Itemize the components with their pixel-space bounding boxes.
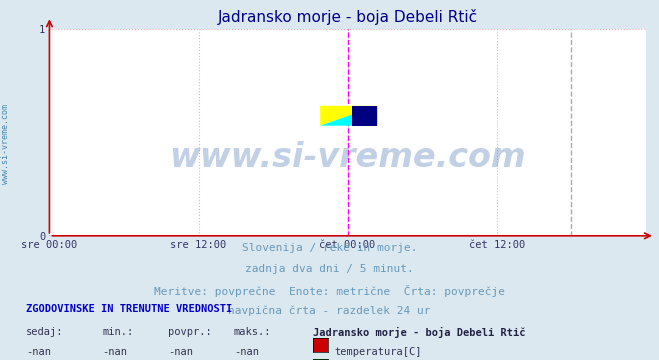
Text: -nan: -nan xyxy=(102,347,127,357)
Text: sedaj:: sedaj: xyxy=(26,327,64,337)
Text: -nan: -nan xyxy=(234,347,259,357)
Text: zadnja dva dni / 5 minut.: zadnja dva dni / 5 minut. xyxy=(245,264,414,274)
Polygon shape xyxy=(320,106,378,126)
Text: ZGODOVINSKE IN TRENUTNE VREDNOSTI: ZGODOVINSKE IN TRENUTNE VREDNOSTI xyxy=(26,304,233,314)
Text: www.si-vreme.com: www.si-vreme.com xyxy=(169,141,526,174)
Text: -nan: -nan xyxy=(168,347,193,357)
Text: navpična črta - razdelek 24 ur: navpična črta - razdelek 24 ur xyxy=(228,306,431,316)
Title: Jadransko morje - boja Debeli Rtič: Jadransko morje - boja Debeli Rtič xyxy=(217,9,478,25)
Text: min.:: min.: xyxy=(102,327,133,337)
Text: Jadransko morje - boja Debeli Rtič: Jadransko morje - boja Debeli Rtič xyxy=(313,327,525,338)
Text: www.si-vreme.com: www.si-vreme.com xyxy=(1,104,10,184)
Polygon shape xyxy=(352,106,378,126)
Text: Slovenija / reke in morje.: Slovenija / reke in morje. xyxy=(242,243,417,253)
Polygon shape xyxy=(320,106,378,126)
Text: Meritve: povprečne  Enote: metrične  Črta: povprečje: Meritve: povprečne Enote: metrične Črta:… xyxy=(154,285,505,297)
Text: maks.:: maks.: xyxy=(234,327,272,337)
Text: -nan: -nan xyxy=(26,347,51,357)
Text: temperatura[C]: temperatura[C] xyxy=(334,347,422,357)
Text: povpr.:: povpr.: xyxy=(168,327,212,337)
